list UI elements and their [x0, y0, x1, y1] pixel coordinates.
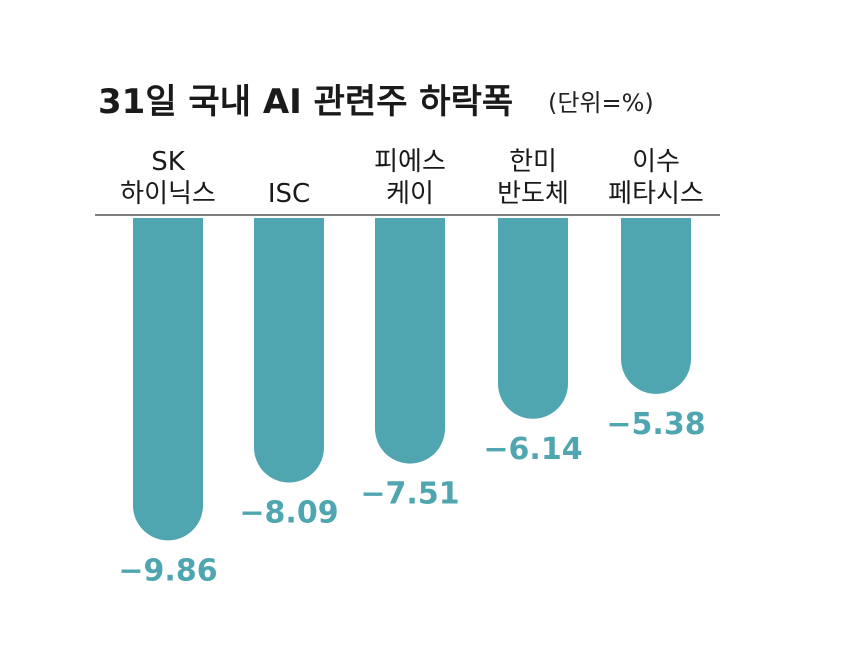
category-label: 피에스 [374, 147, 446, 177]
category-label: 하이닉스 [120, 179, 216, 209]
category-label: 이수 [632, 147, 680, 177]
value-label: −5.38 [606, 407, 705, 442]
category-label: 반도체 [497, 179, 569, 209]
bar [621, 218, 691, 394]
chart-title: 31일 국내 AI 관련주 하락폭 [98, 82, 513, 122]
category-label: 페타시스 [608, 179, 704, 209]
value-label: −8.09 [239, 496, 338, 531]
value-label: −9.86 [118, 553, 217, 588]
category-label: ISC [268, 179, 310, 209]
bar [375, 218, 445, 464]
category-label: SK [151, 147, 186, 177]
category-label: 한미 [509, 147, 557, 177]
chart-unit: (단위=%) [548, 89, 654, 117]
category-label: 케이 [386, 179, 434, 209]
bar [133, 218, 203, 541]
bar [254, 218, 324, 483]
value-label: −7.51 [360, 477, 459, 512]
value-label: −6.14 [483, 432, 582, 467]
bar [498, 218, 568, 419]
